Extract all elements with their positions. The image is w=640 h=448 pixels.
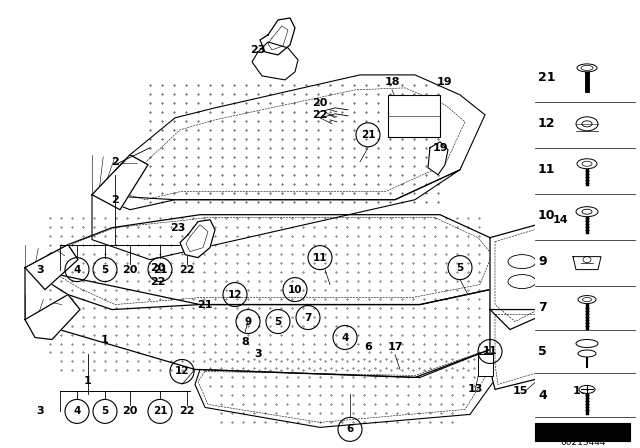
Text: 14: 14 (552, 215, 568, 225)
FancyBboxPatch shape (478, 354, 493, 376)
Polygon shape (25, 267, 490, 378)
Text: 11: 11 (313, 253, 327, 263)
Text: 21: 21 (153, 265, 167, 275)
Text: 23: 23 (250, 45, 266, 55)
Text: 10: 10 (288, 284, 302, 295)
Text: 5: 5 (101, 406, 109, 416)
Text: 20: 20 (122, 265, 138, 275)
Polygon shape (25, 295, 80, 340)
Text: 22: 22 (150, 276, 166, 287)
Text: 00213444: 00213444 (560, 438, 605, 447)
Text: 12: 12 (228, 289, 243, 300)
Text: 22: 22 (179, 265, 195, 275)
Ellipse shape (577, 64, 597, 72)
Text: 21: 21 (197, 300, 212, 310)
Text: 6: 6 (346, 424, 354, 435)
Text: 4: 4 (341, 332, 349, 343)
Ellipse shape (576, 340, 598, 348)
Text: 5: 5 (275, 317, 282, 327)
Text: 7: 7 (538, 301, 547, 314)
Polygon shape (92, 170, 460, 260)
Polygon shape (490, 310, 555, 389)
Text: 18: 18 (384, 77, 400, 87)
Text: 7: 7 (304, 313, 312, 323)
Text: 19: 19 (432, 143, 448, 153)
Text: 5: 5 (456, 263, 463, 273)
Text: 4: 4 (538, 389, 547, 402)
FancyBboxPatch shape (535, 55, 635, 419)
Text: 1: 1 (84, 376, 92, 387)
Text: 21: 21 (361, 130, 375, 140)
Text: 9: 9 (244, 317, 252, 327)
Text: 12: 12 (538, 117, 556, 130)
Text: 20: 20 (150, 263, 166, 273)
Text: 22: 22 (179, 406, 195, 416)
Polygon shape (180, 220, 215, 258)
Polygon shape (25, 215, 505, 310)
Polygon shape (25, 245, 78, 289)
Text: 11: 11 (538, 163, 556, 176)
Text: 13: 13 (467, 384, 483, 394)
Ellipse shape (577, 159, 597, 169)
Text: 22: 22 (312, 110, 328, 120)
Text: 1: 1 (101, 335, 109, 345)
Text: 6: 6 (364, 342, 372, 353)
Polygon shape (195, 349, 495, 427)
Text: 2: 2 (111, 157, 119, 167)
Text: 11: 11 (483, 346, 497, 357)
Text: 20: 20 (312, 98, 328, 108)
Polygon shape (555, 225, 620, 389)
Text: 23: 23 (170, 223, 186, 233)
Text: 3: 3 (36, 406, 44, 416)
Polygon shape (573, 257, 601, 270)
Text: 3: 3 (254, 349, 262, 359)
Text: 10: 10 (538, 209, 556, 222)
Text: 4: 4 (74, 406, 81, 416)
Text: 21: 21 (153, 406, 167, 416)
Polygon shape (490, 220, 555, 330)
Text: 16: 16 (572, 387, 588, 396)
Text: 21: 21 (538, 71, 556, 84)
Text: 8: 8 (241, 336, 249, 346)
FancyBboxPatch shape (388, 95, 440, 137)
Text: 5: 5 (101, 265, 109, 275)
Text: 2: 2 (111, 195, 119, 205)
Text: 17: 17 (387, 342, 403, 353)
Polygon shape (428, 142, 448, 175)
Text: 3: 3 (36, 265, 44, 275)
Ellipse shape (576, 207, 598, 217)
Text: 5: 5 (538, 345, 547, 358)
Polygon shape (252, 42, 298, 80)
Text: 20: 20 (122, 406, 138, 416)
Polygon shape (92, 155, 148, 210)
Text: 15: 15 (512, 387, 528, 396)
Text: 19: 19 (437, 77, 453, 87)
Ellipse shape (578, 296, 596, 304)
Ellipse shape (576, 117, 598, 131)
Ellipse shape (578, 350, 596, 357)
Text: 9: 9 (538, 255, 547, 268)
FancyBboxPatch shape (535, 423, 630, 441)
Ellipse shape (579, 385, 595, 393)
Polygon shape (92, 75, 485, 210)
Polygon shape (260, 18, 295, 55)
Text: 12: 12 (175, 366, 189, 376)
Text: 4: 4 (74, 265, 81, 275)
